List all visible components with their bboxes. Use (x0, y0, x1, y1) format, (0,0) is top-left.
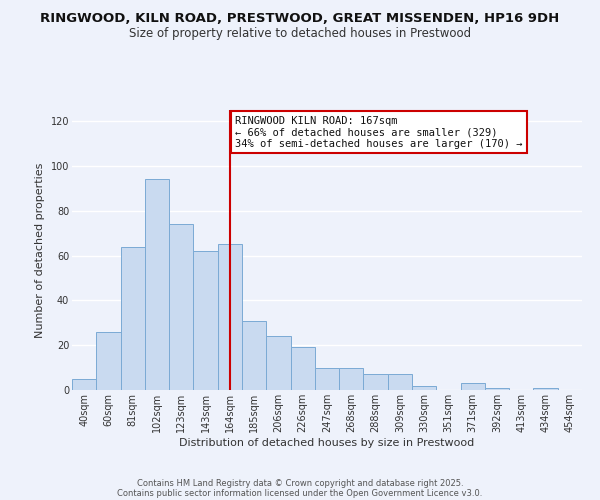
Text: RINGWOOD, KILN ROAD, PRESTWOOD, GREAT MISSENDEN, HP16 9DH: RINGWOOD, KILN ROAD, PRESTWOOD, GREAT MI… (40, 12, 560, 26)
Bar (412, 386, 436, 390)
Bar (145, 180, 169, 390)
Bar (315, 368, 339, 390)
Bar (193, 251, 218, 390)
Bar (388, 374, 412, 390)
Y-axis label: Number of detached properties: Number of detached properties (35, 162, 45, 338)
Text: RINGWOOD KILN ROAD: 167sqm
← 66% of detached houses are smaller (329)
34% of sem: RINGWOOD KILN ROAD: 167sqm ← 66% of deta… (235, 116, 523, 149)
Text: Size of property relative to detached houses in Prestwood: Size of property relative to detached ho… (129, 28, 471, 40)
Bar (290, 348, 315, 390)
Bar (169, 224, 193, 390)
Bar (533, 388, 558, 390)
Bar (242, 320, 266, 390)
Bar (72, 379, 96, 390)
Bar (339, 368, 364, 390)
Bar (266, 336, 290, 390)
Bar (364, 374, 388, 390)
Text: Contains public sector information licensed under the Open Government Licence v3: Contains public sector information licen… (118, 488, 482, 498)
Bar (485, 388, 509, 390)
Bar (461, 384, 485, 390)
Bar (218, 244, 242, 390)
Bar (96, 332, 121, 390)
X-axis label: Distribution of detached houses by size in Prestwood: Distribution of detached houses by size … (179, 438, 475, 448)
Text: Contains HM Land Registry data © Crown copyright and database right 2025.: Contains HM Land Registry data © Crown c… (137, 478, 463, 488)
Bar (121, 246, 145, 390)
